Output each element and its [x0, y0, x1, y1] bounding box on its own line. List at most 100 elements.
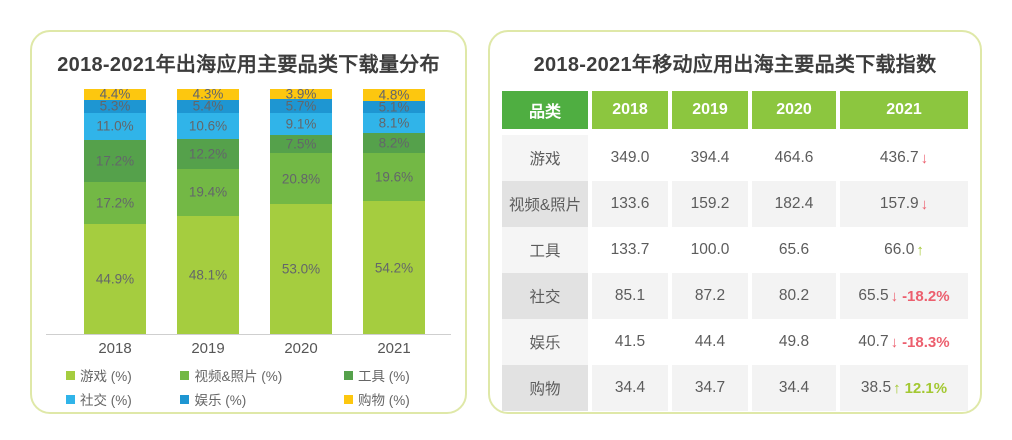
- segment-value-label: 9.1%: [285, 115, 317, 131]
- legend-swatch-icon: [66, 370, 75, 380]
- bar-segment: 9.1%: [270, 112, 332, 135]
- value-2021: 38.5: [860, 379, 892, 396]
- download-index-panel: 2018-2021年移动应用出海主要品类下载指数 品类 2018 2019 2020 2…: [488, 30, 982, 414]
- category-cell: 游戏: [502, 135, 588, 181]
- download-index-table: 品类 2018 2019 2020 2021 游戏 349.0 394.4 464.6 436.7…: [502, 91, 968, 411]
- segment-value-label: 19.6%: [374, 169, 414, 185]
- table-header-cell: 2020: [752, 91, 836, 129]
- segment-value-label: 5.3%: [99, 98, 131, 114]
- change-percent: 12.1%: [904, 379, 948, 397]
- table-header-cell: 2021: [840, 91, 968, 129]
- value-2021: 157.9: [879, 195, 919, 212]
- legend-swatch-icon: [180, 394, 190, 404]
- value-cell: 44.4: [694, 333, 726, 350]
- chart-title: 2018-2021年出海应用主要品类下载量分布: [57, 54, 440, 76]
- bar-segment: 4.3%: [177, 88, 239, 101]
- category-cell: 工具: [502, 227, 588, 273]
- bar-segment: 12.2%: [177, 138, 239, 169]
- segment-value-label: 8.1%: [378, 115, 410, 131]
- stacked-bar-plot: 4.4% 5.3% 11.0% 17.2% 17.2% 44.9% 4.3% 5.4% 10.6…: [46, 86, 451, 335]
- value-cell: 49.8: [778, 333, 810, 350]
- segment-value-label: 11.0%: [96, 118, 134, 134]
- value-2021-cell: 65.5 ↓ -18.2%: [840, 273, 968, 319]
- down-arrow-icon: ↓: [920, 149, 929, 167]
- legend-swatch-icon: [343, 370, 353, 380]
- value-cell: 133.7: [610, 241, 650, 258]
- value-cell: 182.4: [752, 181, 836, 227]
- bar-segment: 5.1%: [363, 99, 425, 115]
- stacked-bar-2018: 4.4% 5.3% 11.0% 17.2% 17.2% 44.9%: [84, 86, 146, 334]
- down-arrow-icon: ↓: [890, 287, 899, 305]
- stacked-bar-2020: 3.9% 5.7% 9.1% 7.5% 20.8% 53.0%: [270, 86, 332, 334]
- value-cell: 41.5: [614, 333, 646, 350]
- bar-segment: 4.8%: [363, 87, 425, 103]
- segment-value-label: 5.1%: [378, 99, 410, 115]
- value-2021-cell: 40.7 ↓ -18.3%: [840, 319, 968, 365]
- segment-value-label: 10.6%: [188, 117, 228, 133]
- bar-segment: 5.3%: [84, 98, 146, 114]
- stacked-bar-2019: 4.3% 5.4% 10.6% 12.2% 19.4% 48.1%: [177, 88, 239, 334]
- value-cell: 133.6: [592, 181, 668, 227]
- segment-value-label: 5.4%: [192, 98, 224, 114]
- legend-item: 购物 (%): [343, 389, 453, 409]
- legend-item: 工具 (%): [343, 365, 453, 385]
- down-arrow-icon: ↓: [920, 195, 929, 213]
- bar-segment: 4.4%: [84, 86, 146, 102]
- legend-swatch-icon: [66, 394, 75, 404]
- chart-legend: 游戏 (%) 视频&照片 (%) 工具 (%) 社交 (%) 娱乐 (%) 购物 (%): [66, 365, 453, 409]
- bar-segment: 19.4%: [177, 168, 239, 217]
- stacked-bar-2021: 4.8% 5.1% 8.1% 8.2% 19.6% 54.2%: [363, 87, 425, 334]
- down-arrow-icon: ↓: [890, 333, 899, 351]
- legend-label: 视频&照片 (%): [194, 369, 283, 384]
- segment-value-label: 54.2%: [374, 259, 414, 275]
- bar-segment: 5.7%: [270, 98, 332, 113]
- table-title: 2018-2021年移动应用出海主要品类下载指数: [533, 54, 937, 76]
- bar-segment: 19.6%: [363, 153, 425, 202]
- bar-segment: 8.1%: [363, 113, 425, 134]
- bar-segment: 10.6%: [177, 112, 239, 139]
- segment-value-label: 20.8%: [281, 170, 321, 186]
- bar-segment: 3.9%: [270, 86, 332, 102]
- value-2021-cell: 66.0 ↑: [840, 227, 968, 273]
- segment-value-label: 4.8%: [378, 87, 410, 103]
- value-2021: 65.5: [858, 287, 889, 304]
- segment-value-label: 53.0%: [281, 261, 321, 277]
- x-tick-label: 2020: [284, 340, 318, 357]
- segment-value-label: 7.5%: [285, 136, 317, 152]
- segment-value-label: 4.4%: [99, 86, 131, 102]
- value-cell: 464.6: [774, 149, 814, 166]
- x-tick-label: 2021: [377, 340, 411, 357]
- value-cell: 65.6: [778, 241, 810, 258]
- bar-segment: 17.2%: [84, 139, 146, 182]
- bar-segment: 17.2%: [84, 181, 146, 224]
- x-tick-label: 2019: [191, 340, 225, 357]
- category-cell: 购物: [502, 365, 588, 411]
- value-2021: 40.7: [858, 333, 889, 350]
- value-2021: 66.0: [884, 241, 915, 258]
- segment-value-label: 8.2%: [378, 135, 410, 151]
- value-2021-cell: 157.9 ↓: [840, 181, 968, 227]
- value-cell: 159.2: [672, 181, 748, 227]
- bar-segment: 11.0%: [84, 112, 146, 140]
- value-2021-cell: 38.5 ↑ 12.1%: [840, 365, 968, 411]
- table-grid: 品类 2018 2019 2020 2021 游戏 349.0 394.4 464.6 436.7…: [502, 91, 968, 411]
- legend-label: 游戏 (%): [80, 369, 132, 384]
- category-cell: 视频&照片: [502, 181, 588, 227]
- value-cell: 34.4: [592, 365, 668, 411]
- change-percent: -18.3%: [902, 333, 950, 351]
- value-cell: 34.4: [752, 365, 836, 411]
- change-percent: -18.2%: [902, 287, 950, 305]
- legend-swatch-icon: [180, 370, 190, 380]
- value-2021-cell: 436.7 ↓: [840, 135, 968, 181]
- bar-segment: 53.0%: [270, 204, 332, 334]
- value-cell: 100.0: [690, 241, 730, 258]
- value-cell: 87.2: [672, 273, 748, 319]
- segment-value-label: 17.2%: [95, 153, 135, 168]
- bar-segment: 7.5%: [270, 134, 332, 154]
- table-header-cell: 2018: [592, 91, 668, 129]
- legend-label: 工具 (%): [357, 369, 410, 384]
- legend-swatch-icon: [343, 394, 353, 404]
- table-header-cell: 2019: [672, 91, 748, 129]
- segment-value-label: 3.9%: [285, 86, 317, 102]
